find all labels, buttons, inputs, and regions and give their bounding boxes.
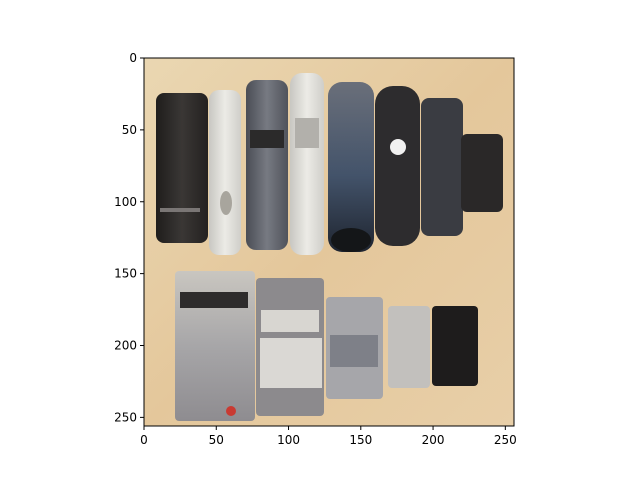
y-tick-label: 0 [129, 51, 137, 65]
remote-small [461, 134, 503, 212]
remote-black-3 [421, 98, 463, 236]
remote-base [331, 228, 371, 252]
remote-keys [295, 118, 319, 148]
device-panel-2 [330, 335, 378, 367]
x-axis: 0 50 100 150 200 250 [140, 426, 517, 447]
y-tick-label: 150 [114, 267, 137, 281]
remote-black-2 [375, 86, 420, 246]
device-box-1 [175, 271, 255, 421]
remote-display [250, 130, 284, 148]
device-slot [180, 292, 248, 308]
y-tick-label: 100 [114, 195, 137, 209]
axes-frame [143, 57, 515, 427]
x-tick-label: 50 [209, 433, 224, 447]
device-black-box [432, 306, 478, 386]
remote-button [220, 191, 232, 215]
y-tick-label: 50 [122, 123, 137, 137]
remote-white-1 [209, 90, 241, 255]
remote-button-strip [160, 208, 200, 212]
device-screen [260, 338, 322, 388]
x-tick-label: 150 [349, 433, 372, 447]
device-box-4 [388, 306, 430, 388]
red-light [226, 406, 236, 416]
remote-white-2 [290, 73, 324, 255]
remote-gray-1 [246, 80, 288, 250]
y-axis: 0 50 100 150 200 250 [114, 51, 144, 424]
device-panel [261, 310, 319, 332]
remote-white-button [390, 139, 406, 155]
y-tick-label: 250 [114, 410, 137, 424]
photo [144, 58, 514, 426]
x-tick-label: 100 [277, 433, 300, 447]
x-tick-label: 250 [494, 433, 517, 447]
y-tick-label: 200 [114, 339, 137, 353]
x-tick-label: 200 [422, 433, 445, 447]
x-tick-label: 0 [140, 433, 148, 447]
remote-blue [328, 82, 374, 252]
remote-black-1 [156, 93, 208, 243]
